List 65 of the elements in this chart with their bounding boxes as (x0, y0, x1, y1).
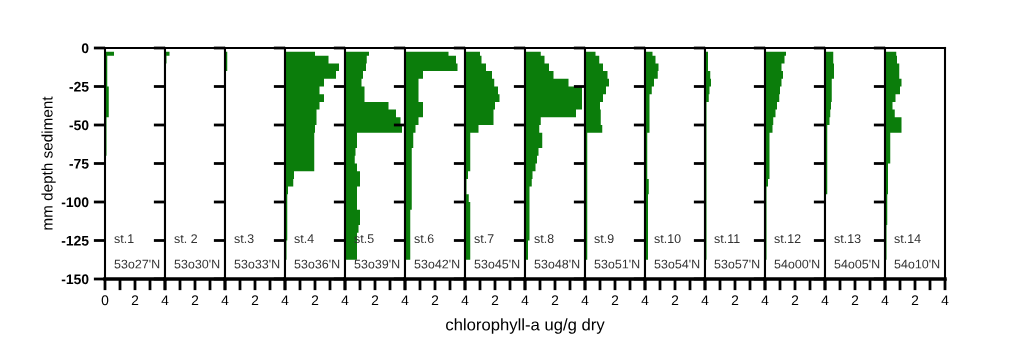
annotation: 53o54'N (654, 259, 700, 269)
y-axis-title: mm depth sediment (41, 96, 56, 230)
x-tick-label: 2 (731, 295, 739, 306)
annotation: st. 2 (174, 234, 197, 244)
annotation: 54o05'N (834, 259, 880, 269)
x-tick-label: 4 (221, 295, 229, 306)
x-tick-label: 4 (821, 295, 829, 306)
y-tick-label: 0 (81, 43, 89, 54)
annotation: 53o51'N (594, 259, 640, 269)
annotation: st.7 (474, 234, 494, 244)
x-tick-label: 2 (911, 295, 919, 306)
annotation: st.11 (714, 234, 740, 244)
annotation: st.8 (534, 234, 554, 244)
x-tick-label: 2 (491, 295, 499, 306)
x-tick-label: 4 (161, 295, 169, 306)
annotation: st.3 (234, 234, 254, 244)
y-tick-label: -25 (69, 81, 89, 92)
x-tick-label: 2 (311, 295, 319, 306)
annotation: 54o10'N (894, 259, 940, 269)
annotation: 53o39'N (354, 259, 400, 269)
annotation: 53o36'N (294, 259, 340, 269)
y-tick-label: -75 (69, 158, 89, 169)
x-tick-label: 4 (521, 295, 529, 306)
x-tick-label: 2 (551, 295, 559, 306)
x-tick-label: 2 (611, 295, 619, 306)
annotation: 53o33'N (234, 259, 280, 269)
annotation: 53o45'N (474, 259, 520, 269)
annotation: st.10 (654, 234, 681, 244)
x-tick-label: 4 (641, 295, 649, 306)
annotation: st.4 (294, 234, 314, 244)
x-tick-label: 0 (101, 295, 109, 306)
x-axis-title: chlorophyll-a ug/g dry (446, 318, 605, 334)
y-tick-label: -150 (61, 274, 89, 285)
annotation: 53o57'N (714, 259, 760, 269)
x-tick-label: 2 (851, 295, 859, 306)
annotation: 53o30'N (174, 259, 220, 269)
x-tick-label: 4 (761, 295, 769, 306)
x-tick-label: 4 (281, 295, 289, 306)
y-tick-label: -125 (61, 235, 89, 246)
x-tick-label: 4 (701, 295, 709, 306)
x-tick-label: 2 (191, 295, 199, 306)
x-tick-label: 2 (671, 295, 679, 306)
annotation: 53o27'N (114, 259, 160, 269)
annotation: st.9 (594, 234, 614, 244)
x-tick-label: 2 (251, 295, 259, 306)
annotation: 54o00'N (774, 259, 820, 269)
annotation: st.1 (114, 234, 134, 244)
x-tick-label: 4 (941, 295, 949, 306)
annotation: st.12 (774, 234, 801, 244)
x-tick-label: 4 (881, 295, 889, 306)
annotation: st.14 (894, 234, 921, 244)
x-tick-label: 4 (581, 295, 589, 306)
x-tick-label: 4 (341, 295, 349, 306)
annotation: 53o48'N (534, 259, 580, 269)
annotation: st.6 (414, 234, 434, 244)
annotation: st.13 (834, 234, 861, 244)
x-tick-label: 2 (431, 295, 439, 306)
x-tick-label: 4 (461, 295, 469, 306)
x-tick-label: 2 (371, 295, 379, 306)
annotation: 53o42'N (414, 259, 460, 269)
x-tick-label: 4 (401, 295, 409, 306)
x-tick-label: 2 (791, 295, 799, 306)
x-tick-label: 2 (131, 295, 139, 306)
y-tick-label: -100 (61, 197, 89, 208)
y-tick-label: -50 (69, 120, 89, 131)
